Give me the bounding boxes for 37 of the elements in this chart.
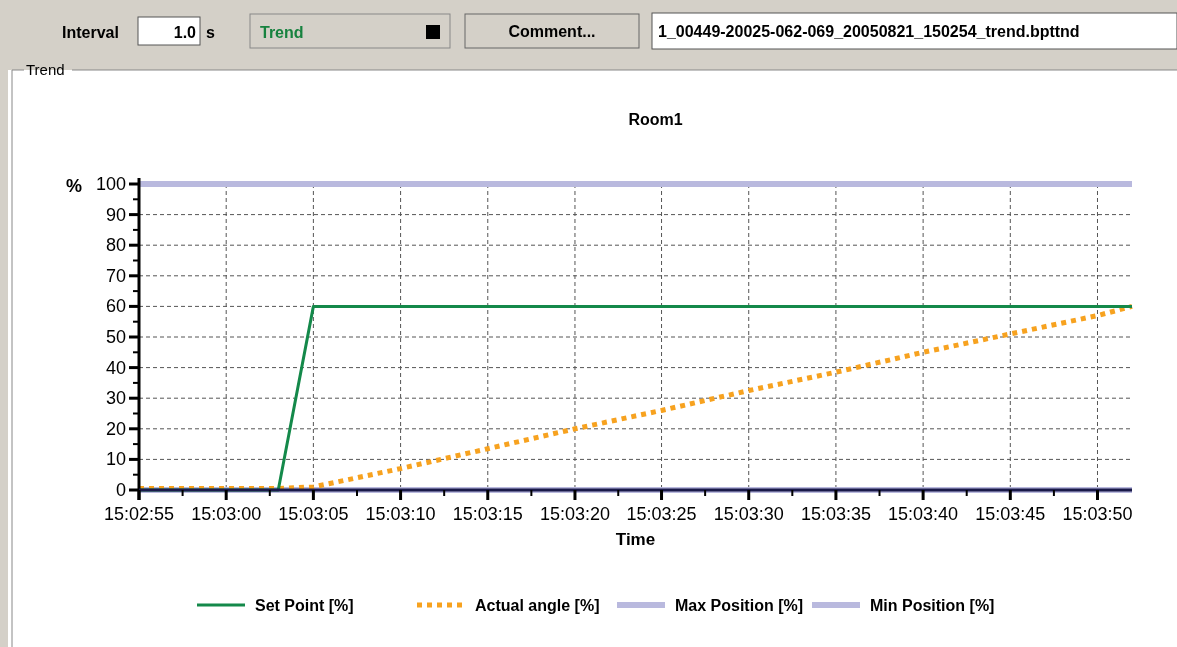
y-tick-label: 70 bbox=[105, 265, 126, 286]
x-tick-label: 15:03:15 bbox=[452, 504, 523, 524]
legend-label: Set Point [%] bbox=[255, 597, 354, 614]
y-tick-label: 30 bbox=[105, 388, 126, 409]
y-tick-label: 90 bbox=[105, 204, 126, 225]
text: 1.0 bbox=[173, 24, 197, 41]
x-tick-label: 15:03:25 bbox=[626, 504, 697, 524]
x-tick-label: 15:03:45 bbox=[975, 504, 1046, 524]
x-tick-label: 15:03:20 bbox=[539, 504, 611, 524]
x-tick-label: 15:03:50 bbox=[1062, 504, 1133, 524]
y-tick-label: 60 bbox=[105, 296, 126, 317]
x-tick-label: 15:03:00 bbox=[191, 504, 262, 524]
x-tick-label: 15:03:30 bbox=[713, 504, 784, 524]
text: Trend bbox=[26, 61, 65, 78]
y-tick-label: 40 bbox=[105, 357, 126, 378]
x-tick-label: 15:03:05 bbox=[278, 504, 349, 524]
x-tick-label: 15:03:35 bbox=[800, 504, 871, 524]
y-axis-title: % bbox=[65, 176, 83, 196]
y-tick-label: 20 bbox=[105, 418, 126, 439]
text: s bbox=[206, 24, 215, 41]
text: 1_00449-20025-062-069_20050821_150254_trend.bpttnd bbox=[658, 23, 1080, 40]
text: Trend bbox=[260, 24, 304, 41]
x-tick-label: 15:02:55 bbox=[103, 504, 175, 524]
chart-title: Room1 bbox=[628, 111, 683, 128]
y-tick-label: 80 bbox=[105, 235, 126, 256]
legend-label: Min Position [%] bbox=[870, 597, 995, 614]
legend-label: Max Position [%] bbox=[675, 597, 804, 614]
x-tick-label: 15:03:40 bbox=[888, 504, 959, 524]
y-tick-label: 0 bbox=[115, 480, 126, 500]
x-axis-title: Time bbox=[615, 530, 656, 549]
y-tick-label: 100 bbox=[95, 174, 126, 194]
text: Interval bbox=[62, 24, 119, 41]
legend-label: Actual angle [%] bbox=[475, 597, 600, 614]
y-tick-label: 50 bbox=[105, 327, 126, 347]
text: Comment... bbox=[508, 23, 596, 40]
y-tick-label: 10 bbox=[105, 449, 126, 470]
x-tick-label: 15:03:10 bbox=[365, 504, 436, 524]
